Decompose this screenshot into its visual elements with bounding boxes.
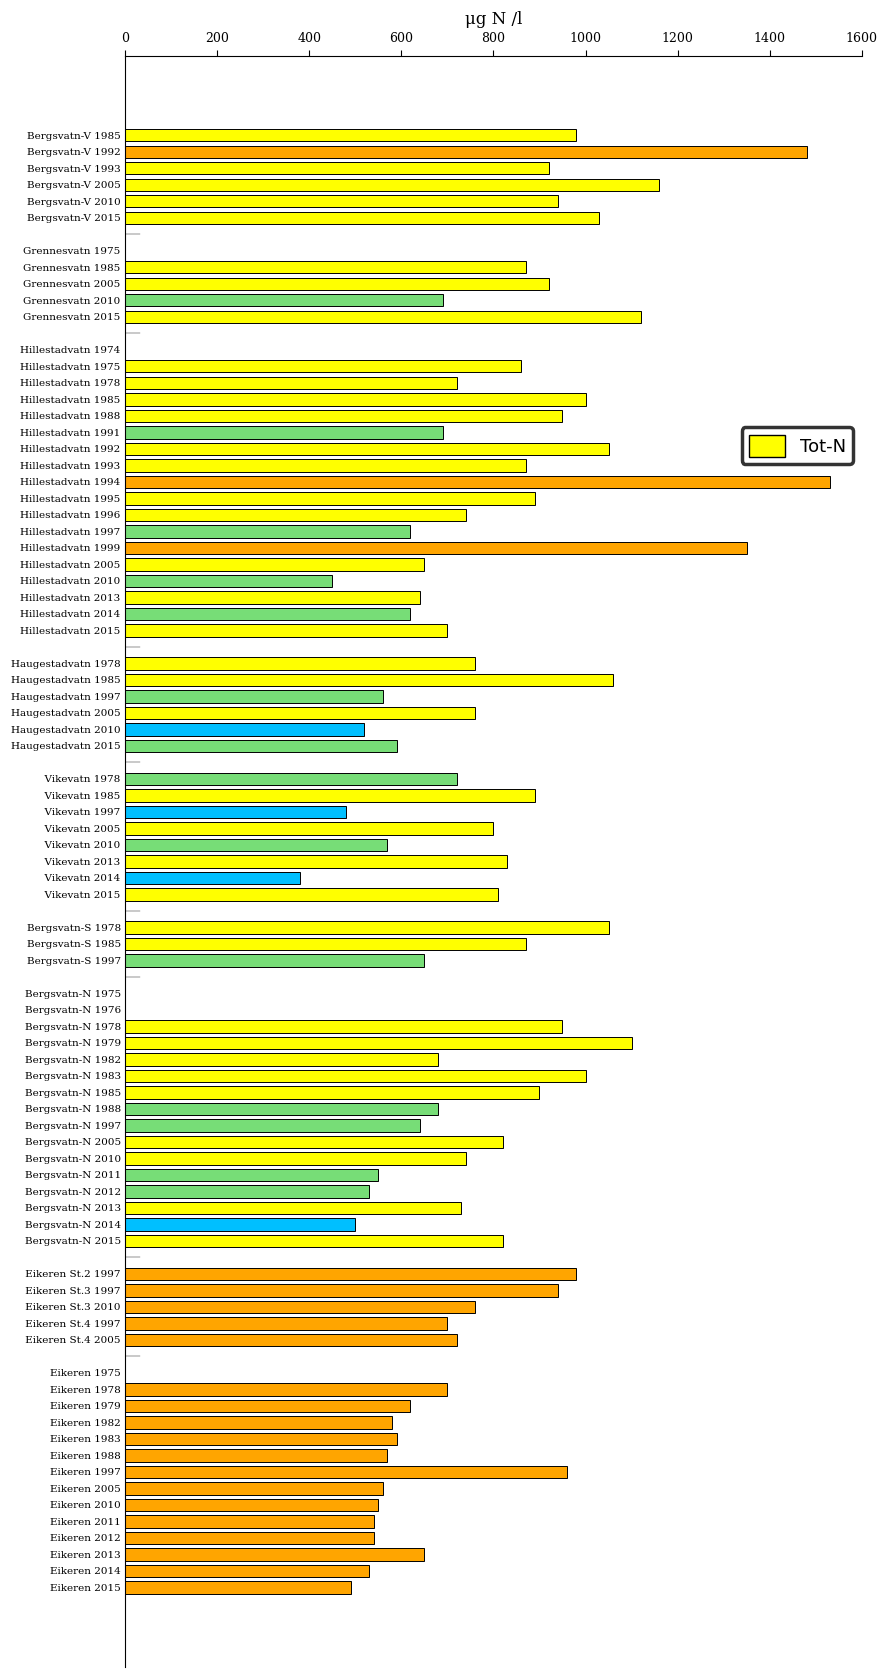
Bar [124,822,493,834]
Bar [124,789,535,802]
Bar [124,624,447,636]
Bar [124,508,466,520]
Bar [124,1300,475,1314]
Bar [124,1317,447,1329]
Bar [124,1235,502,1247]
Bar [124,1170,378,1181]
Bar [124,163,549,175]
Legend: Tot-N: Tot-N [741,428,853,463]
Bar [124,559,424,571]
Bar [124,888,498,901]
Bar [124,1515,373,1527]
Bar [124,1102,438,1116]
Bar [124,1549,424,1561]
Bar [124,723,364,735]
Bar [124,1284,558,1297]
Bar [124,1450,388,1462]
Bar [124,1201,461,1215]
Bar [124,361,521,373]
Bar [124,1532,373,1544]
Bar [124,1433,396,1445]
Bar [124,1269,576,1280]
Bar [124,146,806,158]
Bar [124,310,641,322]
Bar [124,1069,586,1082]
Bar [124,211,599,223]
Bar [124,1334,457,1346]
Bar [124,938,525,950]
Bar [124,376,457,389]
Bar [124,574,332,587]
Bar [124,393,586,406]
Bar [124,1020,563,1032]
Bar [124,1054,438,1066]
Bar [124,1153,466,1165]
Bar [124,262,525,274]
Bar [124,772,457,785]
Bar [124,1086,540,1099]
Bar [124,277,549,290]
Bar [124,294,443,307]
Bar [124,443,609,455]
Bar [124,1119,420,1131]
Bar [124,542,747,554]
Bar [124,1136,502,1148]
Bar [124,856,508,868]
Bar [124,178,660,191]
Bar [124,129,576,141]
Bar [124,591,420,604]
Bar [124,658,475,670]
Bar [124,871,300,884]
Bar [124,921,609,933]
Bar [124,690,383,703]
Bar [124,1566,369,1577]
Bar [124,426,443,438]
Bar [124,1498,378,1512]
Bar [124,1416,392,1428]
Bar [124,805,346,819]
Bar [124,839,388,851]
Bar [124,460,525,472]
Bar [124,706,475,720]
Bar [124,409,563,421]
Bar [124,740,396,752]
Bar [124,1399,411,1413]
Bar [124,1037,631,1049]
Bar [124,673,613,686]
Bar [124,1218,356,1230]
Bar [124,1482,383,1495]
Bar [124,525,411,537]
Bar [124,607,411,621]
Bar [124,1185,369,1198]
Bar [124,195,558,208]
X-axis label: μg N /l: μg N /l [465,12,522,29]
Bar [124,1383,447,1396]
Bar [124,492,535,505]
Bar [124,955,424,967]
Bar [124,1581,350,1594]
Bar [124,475,829,488]
Bar [124,1467,567,1478]
